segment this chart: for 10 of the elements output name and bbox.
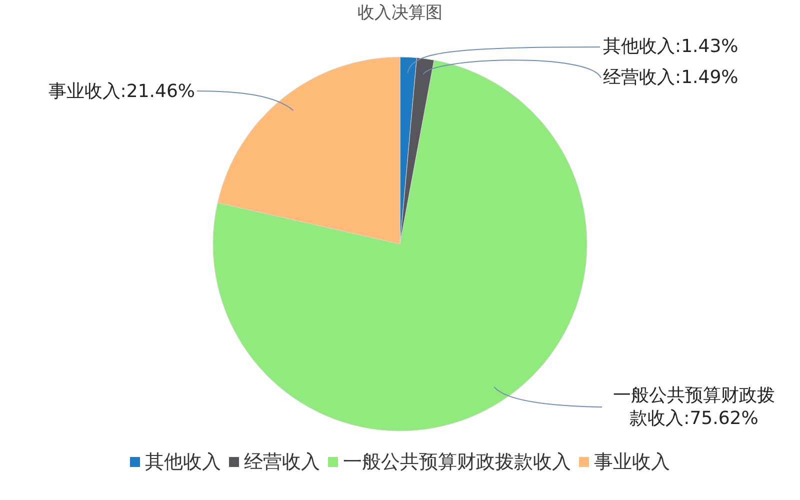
- legend-label: 其他收入: [145, 451, 221, 473]
- chart-title: 收入决算图: [358, 3, 442, 23]
- data-label: 事业收入:21.46%: [48, 80, 195, 102]
- legend-label: 经营收入: [244, 451, 320, 473]
- data-label: 经营收入:1.49%: [603, 66, 738, 88]
- legend-label: 事业收入: [594, 451, 670, 473]
- legend-label: 一般公共预算财政拨款收入: [343, 451, 571, 473]
- data-label: 一般公共预算财政拨款收入:75.62%: [612, 384, 776, 430]
- pie-slice: [212, 60, 588, 432]
- data-label: 其他收入:1.43%: [603, 34, 738, 58]
